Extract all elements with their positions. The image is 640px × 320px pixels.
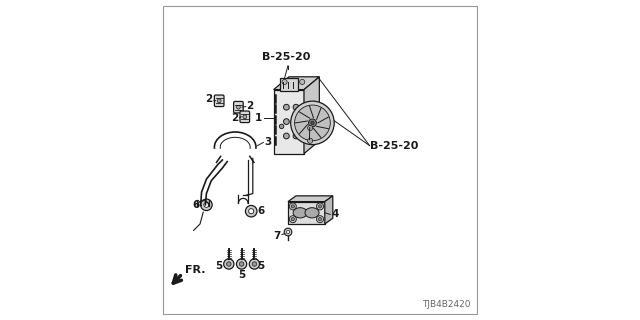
Polygon shape [288,196,333,202]
Circle shape [284,228,292,236]
Circle shape [282,79,287,84]
Circle shape [246,205,257,217]
Polygon shape [274,77,319,90]
Circle shape [293,104,299,110]
FancyBboxPatch shape [214,95,224,107]
Circle shape [317,216,323,223]
Text: 2: 2 [231,113,239,124]
Circle shape [294,105,330,141]
Circle shape [317,203,323,210]
Circle shape [300,79,305,84]
Text: 5: 5 [215,260,223,271]
Circle shape [252,262,257,266]
Text: TJB4B2420: TJB4B2420 [422,300,470,309]
Circle shape [243,115,247,119]
Circle shape [287,230,290,234]
Text: 5: 5 [238,270,245,280]
Text: 2: 2 [246,100,253,111]
Polygon shape [288,202,325,224]
Circle shape [291,101,334,145]
Polygon shape [325,196,333,224]
Polygon shape [304,77,319,154]
Text: 4: 4 [332,209,339,220]
Circle shape [237,105,241,109]
Circle shape [204,202,209,207]
Text: 5: 5 [258,260,265,271]
Circle shape [218,99,221,103]
Circle shape [248,209,253,214]
Circle shape [291,218,294,221]
Circle shape [201,199,212,211]
Circle shape [308,119,316,127]
Circle shape [224,259,234,269]
FancyBboxPatch shape [240,111,250,123]
FancyBboxPatch shape [280,78,298,91]
Text: B-25-20: B-25-20 [370,140,418,151]
Polygon shape [274,90,304,154]
Circle shape [280,124,284,129]
Text: 2: 2 [205,94,212,104]
Text: 1: 1 [255,113,262,124]
Circle shape [227,262,231,266]
Text: 6: 6 [258,206,265,216]
Circle shape [319,205,322,208]
Text: 3: 3 [264,137,271,148]
Circle shape [237,259,247,269]
Circle shape [289,203,296,210]
Text: 6: 6 [192,200,200,210]
Ellipse shape [293,208,307,218]
FancyBboxPatch shape [234,101,243,113]
Circle shape [308,138,313,143]
Circle shape [310,121,314,124]
Circle shape [293,133,299,139]
Ellipse shape [305,208,319,218]
Circle shape [319,218,322,221]
Text: FR.: FR. [184,265,205,275]
Circle shape [289,216,296,223]
Text: 7: 7 [273,230,281,241]
Circle shape [284,133,289,139]
Circle shape [291,205,294,208]
Circle shape [284,119,289,124]
Circle shape [239,262,244,266]
Circle shape [249,259,260,269]
Text: B-25-20: B-25-20 [262,52,310,62]
Circle shape [293,119,299,124]
Circle shape [284,104,289,110]
Circle shape [308,125,313,131]
